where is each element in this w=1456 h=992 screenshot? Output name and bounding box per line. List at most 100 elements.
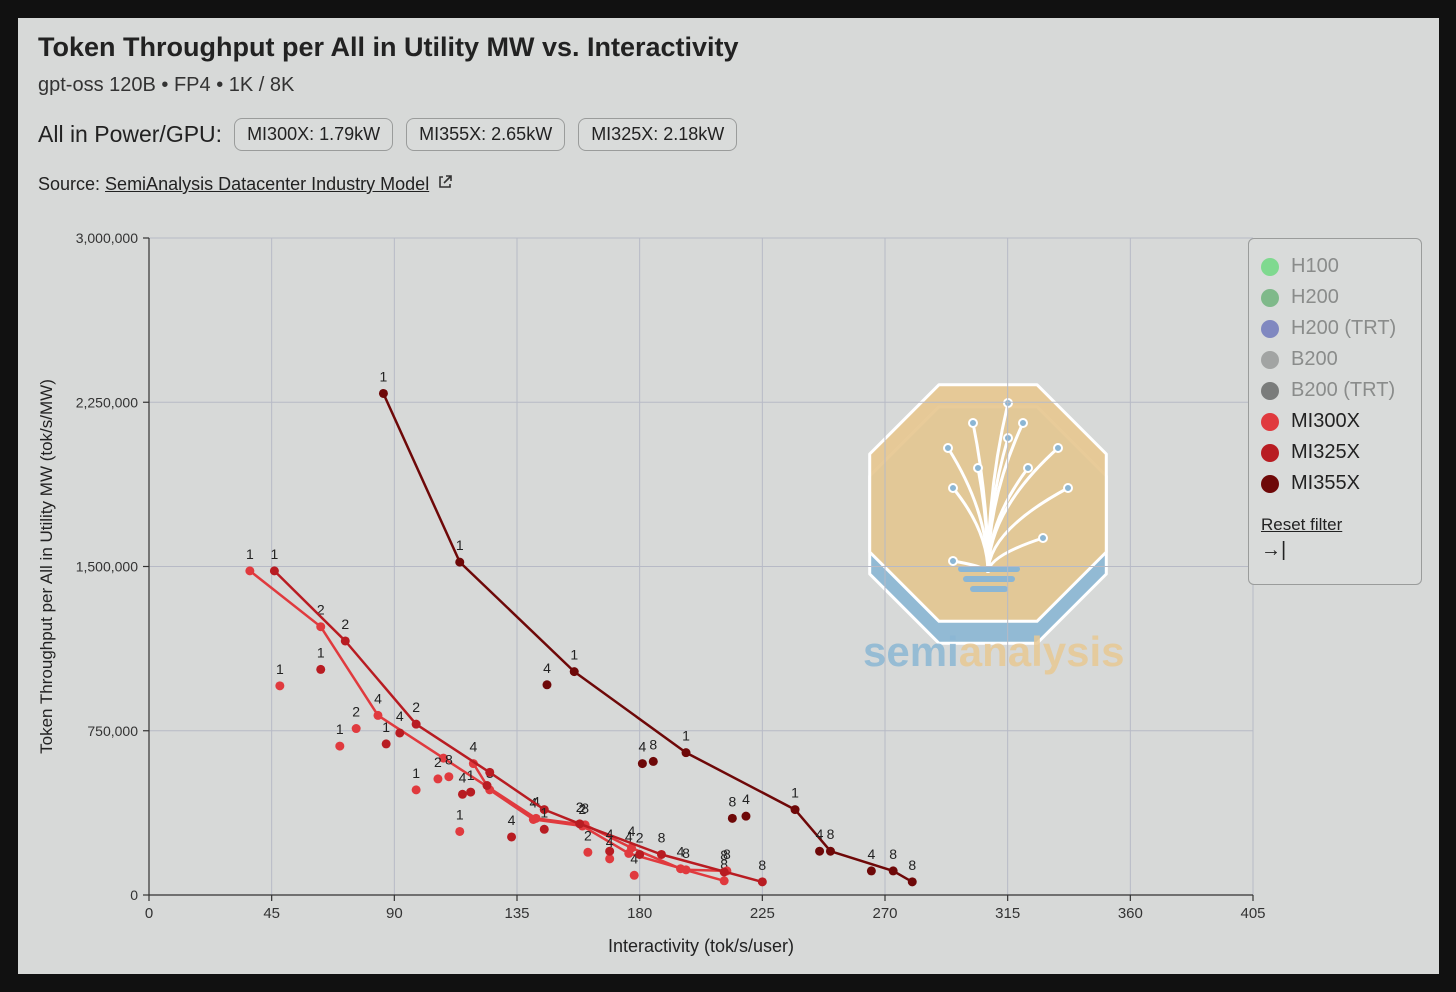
legend-item-mi325x[interactable]: MI325X (1261, 441, 1360, 464)
y-axis-title: Token Throughput per All in Utility MW (… (37, 379, 56, 754)
x-tick-label: 225 (750, 905, 775, 922)
data-point-mi355x (888, 866, 898, 876)
legend-dot (1261, 319, 1279, 338)
legend-dot (1261, 257, 1279, 276)
data-label-mi325x: 8 (758, 857, 766, 873)
legend-item-h200-trt[interactable]: H200 (TRT) (1261, 317, 1396, 340)
y-tick-label: 1,500,000 (76, 559, 138, 575)
data-point-mi300x (275, 681, 285, 691)
power-pill-mi325x: MI325X: 2.18kW (578, 118, 738, 151)
data-label-mi355x: 8 (827, 826, 835, 842)
data-label-mi355x: 4 (867, 846, 875, 862)
legend-item-mi300x[interactable]: MI300X (1261, 410, 1360, 433)
watermark-text-part: semi (863, 628, 959, 675)
legend-item-b200-trt[interactable]: B200 (TRT) (1261, 379, 1395, 402)
legend-label: MI325X (1291, 441, 1360, 463)
data-label-mi355x: 8 (889, 846, 897, 862)
legend-item-h100[interactable]: H100 (1261, 255, 1339, 278)
legend-item-h200[interactable]: H200 (1261, 286, 1339, 309)
data-label-mi355x: 8 (649, 736, 657, 752)
data-label-mi325x: 4 (459, 769, 467, 785)
legend-dot (1261, 381, 1279, 400)
data-label-mi325x: 8 (658, 829, 666, 845)
data-point-mi300x (438, 753, 448, 763)
data-point-mi355x (378, 388, 388, 398)
external-link-icon[interactable] (437, 174, 453, 195)
data-point-mi355x (681, 748, 691, 758)
data-label-mi325x: 1 (540, 804, 548, 820)
legend-label: H200 (1291, 286, 1339, 308)
legend-item-mi355x[interactable]: MI355X (1261, 472, 1360, 495)
x-tick-label: 0 (145, 905, 153, 922)
data-label-mi325x: 1 (270, 546, 278, 562)
x-tick-label: 315 (995, 905, 1020, 922)
watermark-bulb-base (970, 586, 1008, 592)
data-point-mi300x (528, 814, 538, 824)
data-point-mi355x (790, 805, 800, 815)
data-label-mi325x: 4 (508, 812, 516, 828)
x-tick-label: 90 (386, 905, 403, 922)
data-label-mi300x: 1 (246, 546, 254, 562)
data-point-mi355x (815, 846, 825, 856)
watermark-circuit-node (948, 556, 958, 566)
data-point-mi325x (507, 832, 517, 842)
legend-label: B200 (1291, 348, 1338, 370)
watermark-circuit-node (1038, 533, 1048, 543)
watermark-circuit-node (948, 483, 958, 493)
watermark-circuit-node (968, 418, 978, 428)
data-point-mi325x (635, 849, 645, 859)
data-label-mi300x: 8 (720, 856, 728, 872)
data-label-mi300x: 4 (374, 690, 382, 706)
data-label-mi300x: 1 (276, 661, 284, 677)
data-point-mi300x (719, 876, 729, 886)
data-label-mi300x: 1 (336, 721, 344, 737)
data-label-mi300x: 8 (682, 845, 690, 861)
data-point-mi325x (539, 805, 549, 815)
data-point-mi300x (629, 870, 639, 880)
data-label-mi355x: 4 (638, 739, 646, 755)
data-label-mi355x: 1 (380, 368, 388, 384)
data-label-mi300x: 4 (606, 834, 614, 850)
data-point-mi325x (381, 739, 391, 749)
data-label-mi355x: 8 (728, 793, 736, 809)
data-point-mi355x (727, 813, 737, 823)
data-point-mi355x (907, 877, 917, 887)
series-line-mi325x (273, 570, 763, 884)
reset-filter-link[interactable]: Reset filter (1261, 515, 1343, 534)
x-tick-label: 180 (627, 905, 652, 922)
data-point-mi300x (316, 622, 326, 632)
chart-title: Token Throughput per All in Utility MW v… (38, 32, 739, 62)
watermark-circuit-node (1053, 443, 1063, 453)
data-label-mi355x: 1 (791, 785, 799, 801)
legend-item-b200[interactable]: B200 (1261, 348, 1338, 371)
power-label: All in Power/GPU: (38, 121, 223, 147)
legend-label: H200 (TRT) (1291, 317, 1397, 339)
data-label-mi325x: 2 (341, 616, 349, 632)
watermark-bulb-base (963, 576, 1015, 582)
y-tick-label: 0 (130, 887, 138, 903)
data-point-mi325x (395, 728, 405, 738)
data-label-mi325x: 1 (467, 767, 475, 783)
data-point-mi355x (741, 811, 751, 821)
data-label-mi325x: 2 (576, 799, 584, 815)
data-point-mi325x (466, 787, 476, 797)
chart-svg: semianalysis 0 45 90 135 180 225 270 315 360 405 0 7… (37, 230, 1266, 956)
data-point-mi355x (825, 846, 835, 856)
data-label-mi300x: 2 (579, 801, 587, 817)
data-point-mi300x (605, 854, 615, 864)
data-point-mi300x (351, 724, 361, 734)
data-point-mi325x (757, 877, 767, 887)
source-link[interactable]: SemiAnalysis Datacenter Industry Model (105, 174, 430, 194)
data-point-mi325x (485, 767, 495, 777)
data-point-mi300x (624, 848, 634, 858)
data-point-mi325x (605, 846, 615, 856)
collapse-legend-icon[interactable]: →| (1261, 539, 1287, 561)
data-label-mi355x: 1 (682, 728, 690, 744)
data-label-mi300x: 8 (723, 846, 731, 862)
data-label-mi300x: 2 (584, 827, 592, 843)
data-point-mi300x (444, 772, 454, 782)
data-point-mi325x (340, 636, 350, 646)
x-axis-title: Interactivity (tok/s/user) (608, 936, 794, 956)
data-point-mi355x (455, 557, 465, 567)
power-pill-mi355x: MI355X: 2.65kW (406, 118, 566, 151)
